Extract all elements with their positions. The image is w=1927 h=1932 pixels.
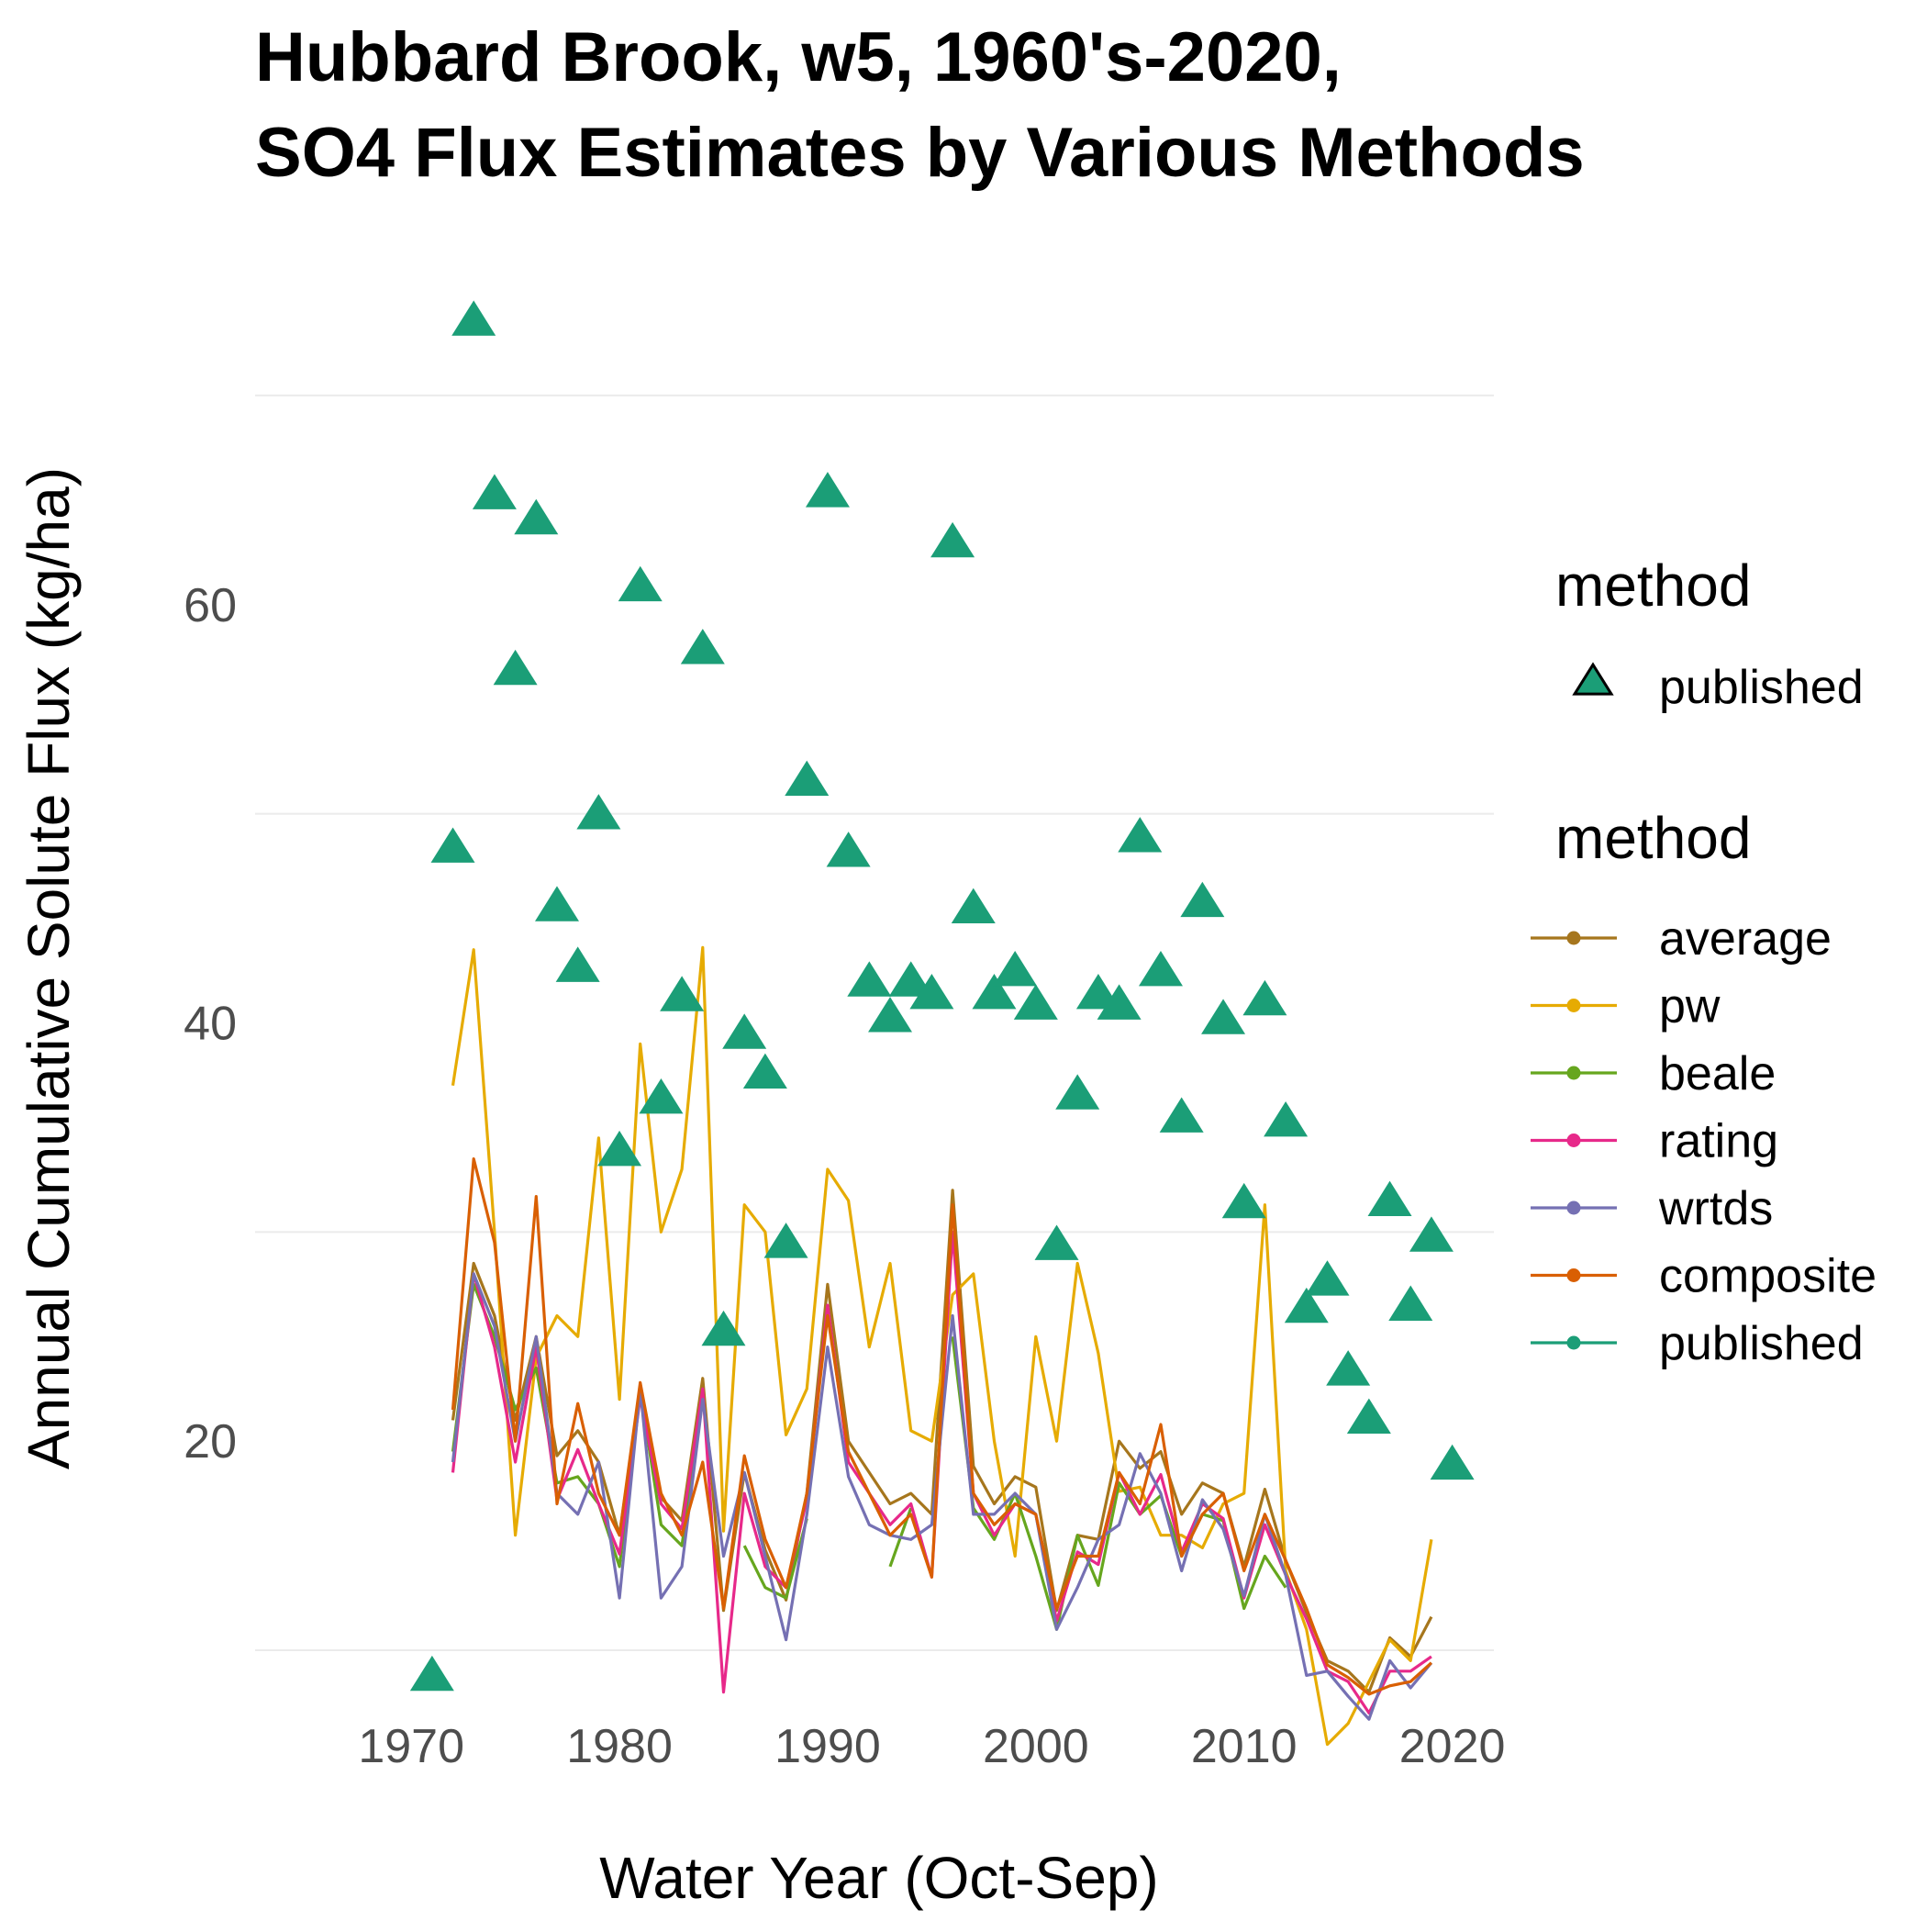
x-tick-label: 1970	[358, 1720, 464, 1773]
published-point	[576, 794, 621, 830]
gridlines	[255, 394, 1494, 1652]
legend-label: wrtds	[1658, 1182, 1773, 1235]
published-point	[451, 300, 496, 336]
legend-key-dot	[1566, 931, 1581, 945]
published-point	[660, 976, 705, 1011]
published-point	[742, 1053, 787, 1089]
published-point	[1388, 1285, 1433, 1321]
x-tick-label: 1990	[774, 1720, 881, 1773]
published-point	[722, 1013, 767, 1049]
legend-lines-entries: average pw beale rating wrtds composite publis…	[1531, 912, 1877, 1370]
published-point	[1055, 1074, 1100, 1110]
y-axis-ticks: 20 40 60	[184, 579, 237, 1469]
legend-lines-title: method	[1555, 805, 1751, 871]
legend-label: rating	[1659, 1115, 1778, 1168]
legend-label: average	[1659, 912, 1832, 966]
published-point	[1180, 881, 1225, 918]
legend-label: published	[1659, 661, 1864, 714]
published-point	[555, 946, 600, 982]
published-point	[1242, 979, 1287, 1016]
published-point	[972, 974, 1017, 1010]
published-point	[680, 629, 725, 664]
published-point	[847, 961, 892, 997]
chart-title-line-2: SO4 Flux Estimates by Various Methods	[255, 114, 1585, 192]
published-point	[1346, 1398, 1391, 1434]
published-point	[1264, 1101, 1309, 1137]
published-point	[1034, 1224, 1079, 1260]
published-point	[1326, 1350, 1371, 1386]
legend-points-title: method	[1555, 553, 1751, 619]
published-point	[409, 1655, 454, 1692]
legend-points-entries: published	[1572, 661, 1864, 714]
published-point	[826, 832, 871, 867]
legend-key-dot	[1566, 999, 1581, 1012]
legend: method published method average pw beale ra…	[1531, 553, 1877, 1370]
published-point	[493, 649, 538, 686]
published-point	[888, 961, 933, 997]
published-point	[597, 1130, 642, 1167]
published-point	[618, 565, 663, 602]
series-lines	[451, 945, 1433, 1747]
published-point	[639, 1078, 684, 1114]
x-tick-label: 1980	[566, 1720, 673, 1773]
published-point	[868, 997, 913, 1033]
published-point	[785, 760, 830, 797]
published-point	[534, 886, 579, 921]
published-point	[951, 888, 996, 924]
published-point	[1221, 1182, 1266, 1219]
y-tick-label: 60	[184, 579, 237, 632]
published-point	[805, 472, 850, 508]
published-point	[514, 498, 559, 535]
published-point	[1118, 817, 1163, 853]
legend-key-dot	[1566, 1201, 1581, 1215]
legend-key-dot	[1566, 1335, 1581, 1350]
published-point	[1201, 999, 1246, 1034]
y-axis-title: Annual Cumulative Solute Flux (kg/ha)	[16, 467, 82, 1469]
published-point	[472, 474, 517, 509]
x-tick-label: 2010	[1191, 1720, 1298, 1773]
legend-key-triangle	[1572, 662, 1614, 696]
published-point	[1013, 984, 1058, 1020]
chart-title-line-1: Hubbard Brook, w5, 1960's-2020,	[255, 18, 1342, 96]
legend-key-dot	[1566, 1134, 1581, 1147]
published-point	[1367, 1180, 1412, 1217]
published-point	[701, 1310, 746, 1346]
y-tick-label: 40	[184, 997, 237, 1050]
published-points	[409, 300, 1475, 1692]
legend-key-dot	[1566, 1066, 1581, 1080]
published-point	[993, 950, 1038, 987]
published-point	[430, 827, 475, 863]
published-point	[930, 521, 975, 558]
x-axis-ticks: 1970 1980 1990 2000 2010 2020	[358, 1720, 1505, 1773]
x-tick-label: 2000	[983, 1720, 1089, 1773]
published-point	[1097, 984, 1142, 1020]
series-composite	[451, 1156, 1432, 1696]
published-point	[1430, 1444, 1475, 1480]
series-line-composite	[451, 1156, 1432, 1696]
published-point	[1159, 1097, 1204, 1133]
y-tick-label: 20	[184, 1415, 237, 1469]
legend-label: beale	[1659, 1047, 1776, 1100]
chart-title: Hubbard Brook, w5, 1960's-2020, SO4 Flux…	[255, 18, 1585, 192]
series-line-beale	[451, 1282, 705, 1569]
legend-label: pw	[1659, 980, 1721, 1033]
published-point	[1284, 1287, 1329, 1323]
published-point	[909, 974, 954, 1010]
published-point	[1138, 950, 1183, 987]
series-average	[451, 1189, 1433, 1694]
x-tick-label: 2020	[1399, 1720, 1506, 1773]
legend-label: composite	[1659, 1250, 1877, 1303]
legend-key-dot	[1566, 1268, 1581, 1282]
published-point	[763, 1223, 808, 1258]
x-axis-title: Water Year (Oct-Sep)	[599, 1845, 1158, 1911]
published-point	[1409, 1216, 1454, 1252]
legend-label: published	[1659, 1317, 1864, 1370]
series-line-average	[451, 1189, 1433, 1694]
published-point	[1305, 1260, 1350, 1296]
